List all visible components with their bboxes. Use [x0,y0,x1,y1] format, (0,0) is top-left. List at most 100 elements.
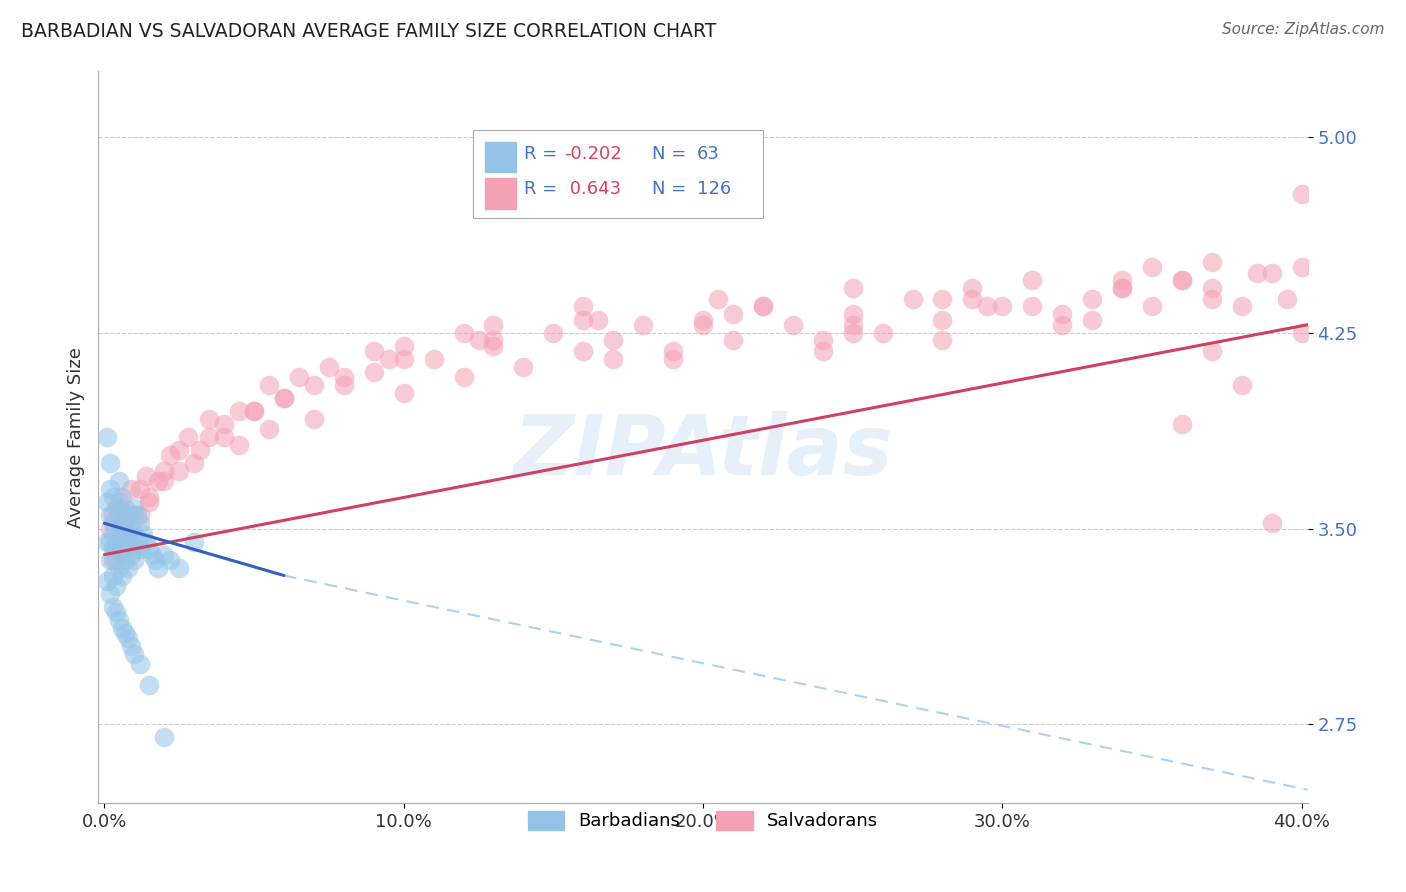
Point [167,443,190,458]
Point [129,542,152,557]
Point [1260,265,1282,279]
Point [138,495,160,509]
Point [1171,273,1194,287]
Point [273,391,295,405]
Point [1246,265,1268,279]
Point [721,334,744,348]
Point [143,553,166,567]
Bar [485,142,516,172]
Point [273,391,295,405]
Point [111,516,134,531]
Point [167,560,190,574]
Point [692,312,714,326]
Point [105,542,128,557]
Point [377,351,399,366]
Point [138,678,160,692]
Point [872,326,894,340]
Point [1260,516,1282,531]
Text: 0.643: 0.643 [564,179,621,198]
Point [111,490,134,504]
Point [1230,377,1253,392]
Point [120,483,142,497]
Point [120,639,142,653]
Point [962,281,984,295]
Point [105,534,128,549]
Point [124,542,146,557]
Point [453,370,475,384]
Point [105,579,128,593]
Point [135,534,157,549]
Point [111,621,134,635]
Point [976,300,998,314]
Point [302,377,325,392]
Point [114,553,136,567]
Point [103,516,125,531]
Text: R =: R = [524,145,562,162]
Point [198,430,221,444]
Point [392,385,415,400]
Point [103,526,125,541]
Point [124,500,146,515]
Point [602,334,624,348]
Point [662,351,685,366]
Point [111,542,134,557]
Point [257,422,280,436]
Point [159,449,181,463]
Point [1021,300,1043,314]
Point [108,613,131,627]
Point [135,469,157,483]
Point [103,553,125,567]
Point [129,657,152,672]
Point [103,568,125,582]
Point [111,568,134,582]
Point [392,351,415,366]
Point [482,339,505,353]
Point [1201,292,1223,306]
Point [103,508,125,523]
Point [132,526,155,541]
Point [752,300,775,314]
Point [212,417,235,431]
Point [1201,255,1223,269]
Point [188,443,211,458]
Point [153,731,176,745]
Point [243,404,266,418]
Point [138,542,160,557]
Point [108,508,131,523]
Point [105,526,128,541]
Point [1081,292,1104,306]
Point [114,526,136,541]
Point [120,548,142,562]
Text: N =: N = [652,179,692,198]
Point [662,343,685,358]
Point [117,534,139,549]
Point [1291,326,1313,340]
Point [692,318,714,332]
Point [302,412,325,426]
Point [114,516,136,531]
Point [198,412,221,426]
Point [159,553,181,567]
Point [318,359,340,374]
Point [721,307,744,321]
Point [631,318,654,332]
Point [1291,260,1313,275]
Point [100,522,122,536]
Point [1021,273,1043,287]
Point [114,500,136,515]
Point [1050,307,1073,321]
Point [1201,281,1223,295]
Point [707,292,730,306]
Point [183,456,205,470]
Text: BARBADIAN VS SALVADORAN AVERAGE FAMILY SIZE CORRELATION CHART: BARBADIAN VS SALVADORAN AVERAGE FAMILY S… [21,22,717,41]
Point [1140,300,1163,314]
Point [96,534,118,549]
Point [108,534,131,549]
Point [129,508,152,523]
Point [1050,318,1073,332]
Point [931,312,953,326]
Point [482,318,505,332]
Point [100,587,122,601]
Point [96,574,118,588]
Point [1171,417,1194,431]
